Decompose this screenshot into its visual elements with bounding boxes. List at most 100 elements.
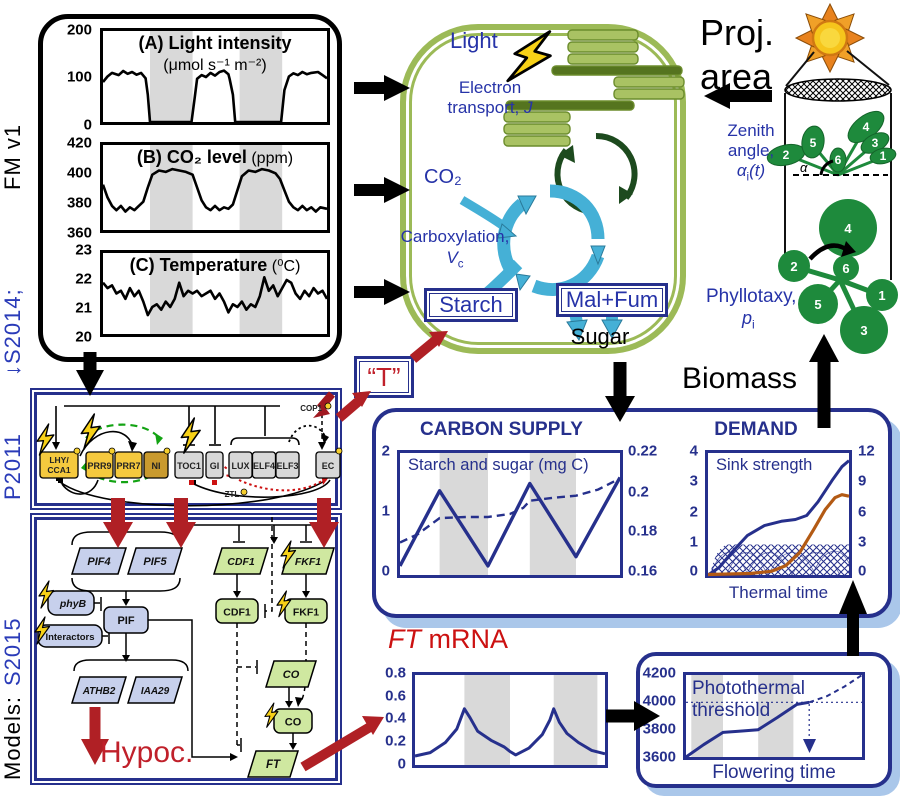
flowering-plot bbox=[685, 674, 863, 759]
arrowhead bbox=[122, 599, 130, 606]
axis-tick: 0.4 bbox=[385, 709, 406, 727]
s2015-labels: PIF4 PIF5 phyB Interactors PIF ATHB2 IAA… bbox=[45, 556, 321, 771]
svg-text:CCA1: CCA1 bbox=[47, 465, 70, 475]
axis-tick: 1 bbox=[689, 533, 698, 551]
gene-box-elf3 bbox=[275, 451, 300, 479]
zenith-angle-arc bbox=[819, 159, 834, 176]
axis-tick: 0.8 bbox=[385, 664, 406, 682]
axis-tick: 0 bbox=[858, 562, 867, 580]
carboxylation-label: Carboxylation, Vc bbox=[400, 227, 510, 271]
axis-tick: 4000 bbox=[642, 692, 676, 710]
calvin-arrowhead bbox=[619, 186, 633, 204]
red-cap bbox=[212, 480, 217, 485]
co2-chart-plot bbox=[101, 145, 328, 230]
thermal-time-label: Thermal time bbox=[728, 583, 829, 602]
protein-phyb bbox=[47, 590, 95, 616]
arrowhead bbox=[233, 591, 241, 598]
plant-side-leaves bbox=[766, 110, 897, 173]
sugar-curve bbox=[399, 477, 621, 544]
axis-tick: 0.6 bbox=[385, 687, 406, 705]
axis-tick: 200 bbox=[66, 21, 92, 39]
co2-chart: (B) CO₂ level (ppm) bbox=[100, 142, 330, 233]
label-s2014: ↓S2014; bbox=[0, 288, 25, 376]
svg-text:2: 2 bbox=[783, 148, 790, 162]
svg-text:CO: CO bbox=[285, 717, 302, 729]
gene-box-prr7 bbox=[114, 451, 143, 479]
side-leaf-numbers: 2 5 6 4 3 1 bbox=[783, 120, 887, 167]
red-arrowhead bbox=[313, 406, 330, 418]
axis-tick: 3800 bbox=[642, 720, 676, 738]
co2-chart-title: (B) CO₂ level (ppm) bbox=[136, 147, 294, 167]
phyllotaxy-p-label: pi bbox=[742, 308, 755, 332]
light-curve bbox=[101, 69, 328, 124]
co2-curve bbox=[101, 167, 328, 213]
protein-fkf1 bbox=[284, 598, 328, 624]
elf3-ec-dotted-arc bbox=[288, 424, 327, 443]
gene-box-lhy-cca1 bbox=[39, 451, 79, 479]
dotted-arrowhead bbox=[321, 433, 329, 444]
axis-tick: 4200 bbox=[642, 664, 676, 682]
axis-tick: 22 bbox=[75, 270, 92, 288]
svg-text:TOC1: TOC1 bbox=[177, 461, 201, 471]
svg-text:GI: GI bbox=[210, 461, 220, 471]
clock-network: LHY/ CCA1 PRR9 PRR7 NI TOC1 GI LUX ELF4 … bbox=[36, 391, 343, 507]
swirl-arrowheads bbox=[515, 195, 606, 292]
rosette-leaves-top-view bbox=[778, 199, 898, 354]
svg-text:IAA29: IAA29 bbox=[141, 686, 170, 697]
svg-text:phyB: phyB bbox=[59, 598, 87, 610]
biomass-label: Biomass bbox=[682, 362, 798, 395]
axis-tick: 0.22 bbox=[628, 442, 658, 460]
temperature-T-box: “T” bbox=[354, 356, 414, 398]
temperature-chart-title: (C) Temperature (⁰C) bbox=[129, 255, 301, 275]
ft-mrna-curve bbox=[414, 707, 606, 758]
ft-mrna-title: FT mRNA bbox=[388, 624, 508, 654]
axis-tick: 23 bbox=[75, 241, 92, 259]
axis-tick: 4 bbox=[689, 442, 698, 460]
gene-athb2 bbox=[70, 676, 128, 704]
svg-text:3: 3 bbox=[872, 136, 879, 150]
arrowhead bbox=[230, 753, 238, 761]
svg-text:PRR9: PRR9 bbox=[87, 461, 111, 471]
svg-text:ELF3: ELF3 bbox=[276, 461, 298, 471]
gene-cdf1 bbox=[212, 547, 270, 575]
axis-tick: 3 bbox=[689, 472, 698, 490]
light-chart-title: (A) Light intensity (μmol s⁻¹ m⁻²) bbox=[138, 33, 292, 74]
carbon-supply-chart: Starch and sugar (mg C) bbox=[397, 450, 623, 578]
light-intensity-chart: (A) Light intensity (μmol s⁻¹ m⁻²) bbox=[100, 28, 330, 125]
axis-tick: 0 bbox=[689, 562, 698, 580]
label-p2011: P2011 bbox=[0, 433, 25, 500]
demand-chart: Sink strength bbox=[705, 450, 852, 578]
clock-gene-boxes bbox=[39, 451, 341, 479]
s2015-network: PIF4 PIF5 phyB Interactors PIF ATHB2 IAA… bbox=[34, 517, 336, 778]
gene-box-ec bbox=[315, 451, 341, 479]
svg-text:6: 6 bbox=[835, 153, 842, 167]
starch-curve bbox=[398, 476, 622, 568]
gene-box-prr9 bbox=[85, 451, 114, 479]
svg-text:FKF1: FKF1 bbox=[293, 607, 319, 619]
plant-geometry-graphics: 2 5 6 4 3 1 α 4 2 6 1 5 3 bbox=[766, 2, 898, 354]
axis-tick: 360 bbox=[66, 224, 92, 242]
svg-text:NI: NI bbox=[152, 461, 161, 471]
gene-ft bbox=[246, 750, 300, 778]
arrowhead bbox=[289, 743, 297, 750]
axis-tick: 0 bbox=[397, 755, 406, 773]
supply-inner-label: Starch and sugar (mg C) bbox=[408, 456, 589, 474]
svg-text:FKF1: FKF1 bbox=[295, 556, 321, 568]
ztl-label: ZTL bbox=[225, 490, 240, 499]
svg-text:ELF4: ELF4 bbox=[253, 461, 275, 471]
axis-tick: 21 bbox=[75, 299, 92, 317]
cop1-label: COP1 bbox=[300, 404, 322, 413]
axis-tick: 0 bbox=[83, 116, 92, 134]
axis-tick: 0 bbox=[381, 562, 390, 580]
night-band bbox=[529, 453, 576, 575]
lightning-bolt-icon bbox=[80, 413, 101, 450]
axis-tick: 2 bbox=[689, 503, 698, 521]
axis-tick: 0.16 bbox=[628, 562, 658, 580]
sink-strength-label: Sink strength bbox=[716, 456, 813, 474]
wire-arrowhead bbox=[128, 441, 137, 452]
svg-text:4: 4 bbox=[863, 120, 870, 134]
svg-text:LUX: LUX bbox=[232, 461, 250, 471]
photothermal-curve bbox=[685, 700, 810, 759]
night-band bbox=[150, 145, 193, 230]
